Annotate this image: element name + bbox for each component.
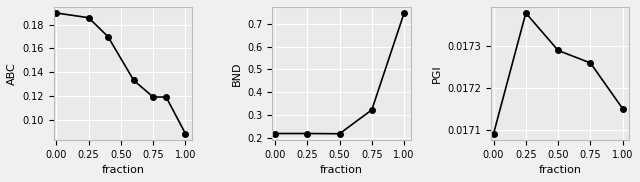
Y-axis label: PGI: PGI — [432, 64, 442, 83]
X-axis label: fraction: fraction — [101, 165, 145, 175]
X-axis label: fraction: fraction — [320, 165, 363, 175]
X-axis label: fraction: fraction — [539, 165, 582, 175]
Y-axis label: BND: BND — [232, 61, 242, 86]
Y-axis label: ABC: ABC — [7, 62, 17, 85]
